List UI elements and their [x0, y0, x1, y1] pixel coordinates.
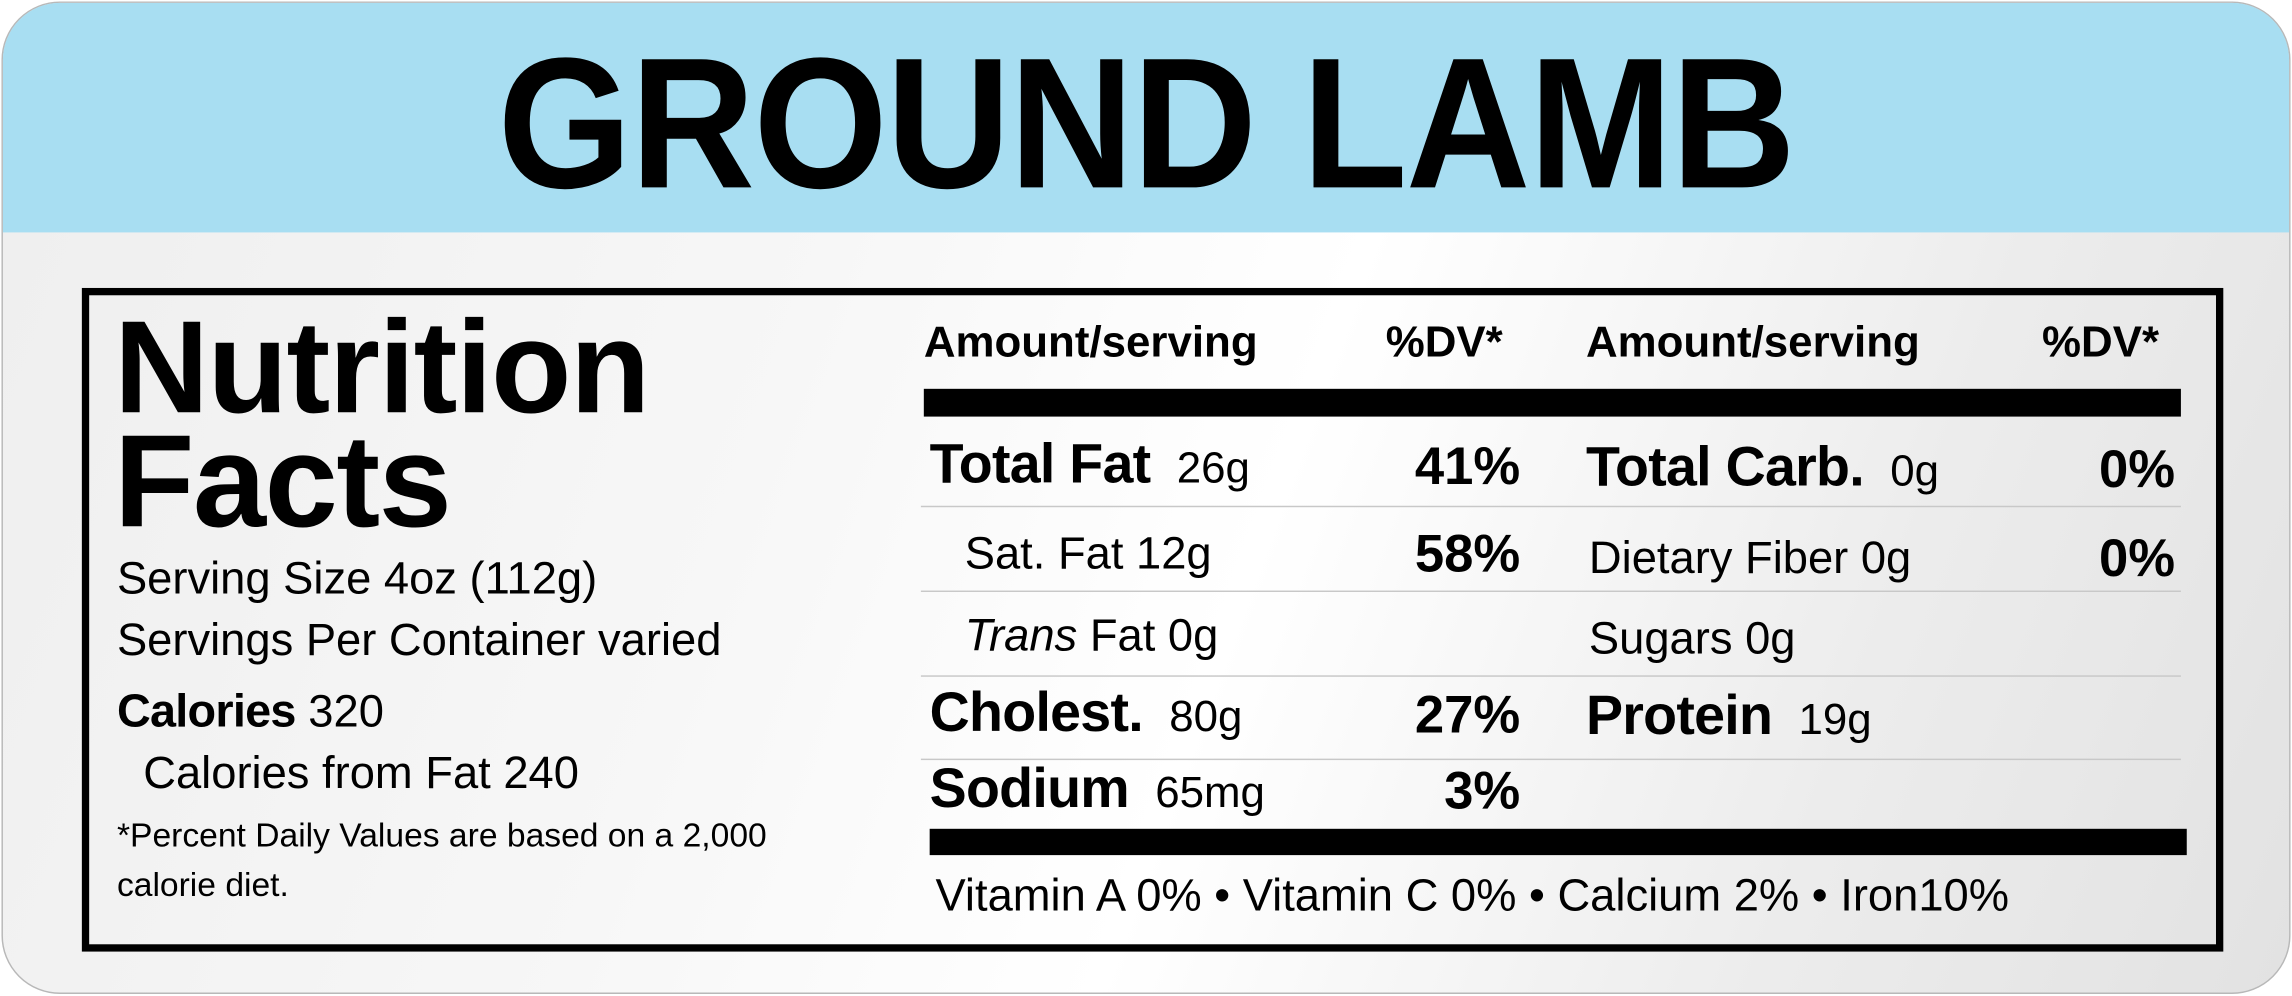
panel-title: Facts: [114, 409, 452, 556]
column-header: %DV*: [2042, 318, 2160, 367]
column-header: Amount/serving: [1585, 318, 1920, 367]
nutrient-row: Protein 19g: [1586, 687, 1872, 757]
product-title: GROUND LAMB: [497, 20, 1796, 229]
calories: Calories 320: [117, 687, 384, 734]
nutrient-row: Sugars 0g: [1589, 612, 1796, 665]
nutrient-row: Sodium 65mg: [930, 760, 1265, 830]
nutrient-amount: 19g: [1798, 695, 1872, 745]
nutrient-amount: 26g: [1176, 444, 1250, 493]
nutrient-name: Protein: [1585, 685, 1773, 747]
nutrient-label: Sat. Fat 12g: [964, 527, 1212, 579]
daily-value: 3%: [1444, 760, 1521, 821]
row-rule: [920, 505, 2181, 508]
panel-title: Nutrition: [114, 295, 650, 442]
nutrient-amount: 80g: [1169, 692, 1243, 742]
footnote: calorie diet.: [116, 865, 289, 904]
row-rule: [920, 675, 2181, 677]
nutrient-row: Total Carb. 0g: [1586, 439, 1939, 509]
daily-value: 41%: [1414, 435, 1521, 496]
daily-value: 58%: [1414, 523, 1521, 584]
nutrient-amount: 65mg: [1155, 768, 1265, 818]
daily-value: 27%: [1414, 684, 1521, 745]
nutrient-row: Cholest. 80g: [930, 684, 1243, 754]
vitamins: Vitamin A 0% • Vitamin C 0% • Calcium 2%…: [935, 869, 2010, 921]
calories-value: 320: [308, 685, 384, 737]
nutrient-row: Dietary Fiber 0g: [1589, 532, 1911, 585]
thick-rule: [923, 388, 2181, 417]
nutrient-label: Fat 0g: [1089, 609, 1219, 661]
row-rule: [920, 590, 2181, 593]
footnote: *Percent Daily Values are based on a 2,0…: [116, 815, 767, 854]
nutrient-label: Sugars 0g: [1588, 612, 1796, 664]
daily-value: 0%: [2099, 527, 2176, 588]
calories-label: Calories: [116, 684, 296, 737]
thick-rule: [929, 828, 2187, 856]
row-rule: [920, 758, 2181, 761]
nutrient-name: Total Carb.: [1585, 437, 1865, 499]
nutrient-italic: Trans: [964, 609, 1078, 661]
nutrient-name: Sodium: [929, 758, 1130, 821]
calories-from-fat: Calories from Fat 240: [143, 746, 579, 799]
nutrient-name: Total Fat: [929, 434, 1151, 496]
daily-value: 0%: [2099, 438, 2176, 499]
nutrient-row: Sat. Fat 12g: [965, 528, 1212, 581]
servings-per-container: Servings Per Container varied: [116, 613, 722, 666]
title-band: [2, 2, 2290, 233]
nutrient-row: Trans Fat 0g: [965, 610, 1219, 663]
serving-size: Serving Size 4oz (112g): [116, 552, 598, 604]
nutrition-box: [81, 287, 2224, 952]
nutrient-amount: 0g: [1890, 447, 1940, 496]
nutrient-row: Total Fat 26g: [930, 436, 1250, 506]
column-header: %DV*: [1385, 318, 1503, 367]
column-header: Amount/serving: [923, 318, 1258, 367]
nutrient-name: Cholest.: [929, 682, 1144, 745]
nutrient-label: Dietary Fiber 0g: [1588, 532, 1912, 584]
